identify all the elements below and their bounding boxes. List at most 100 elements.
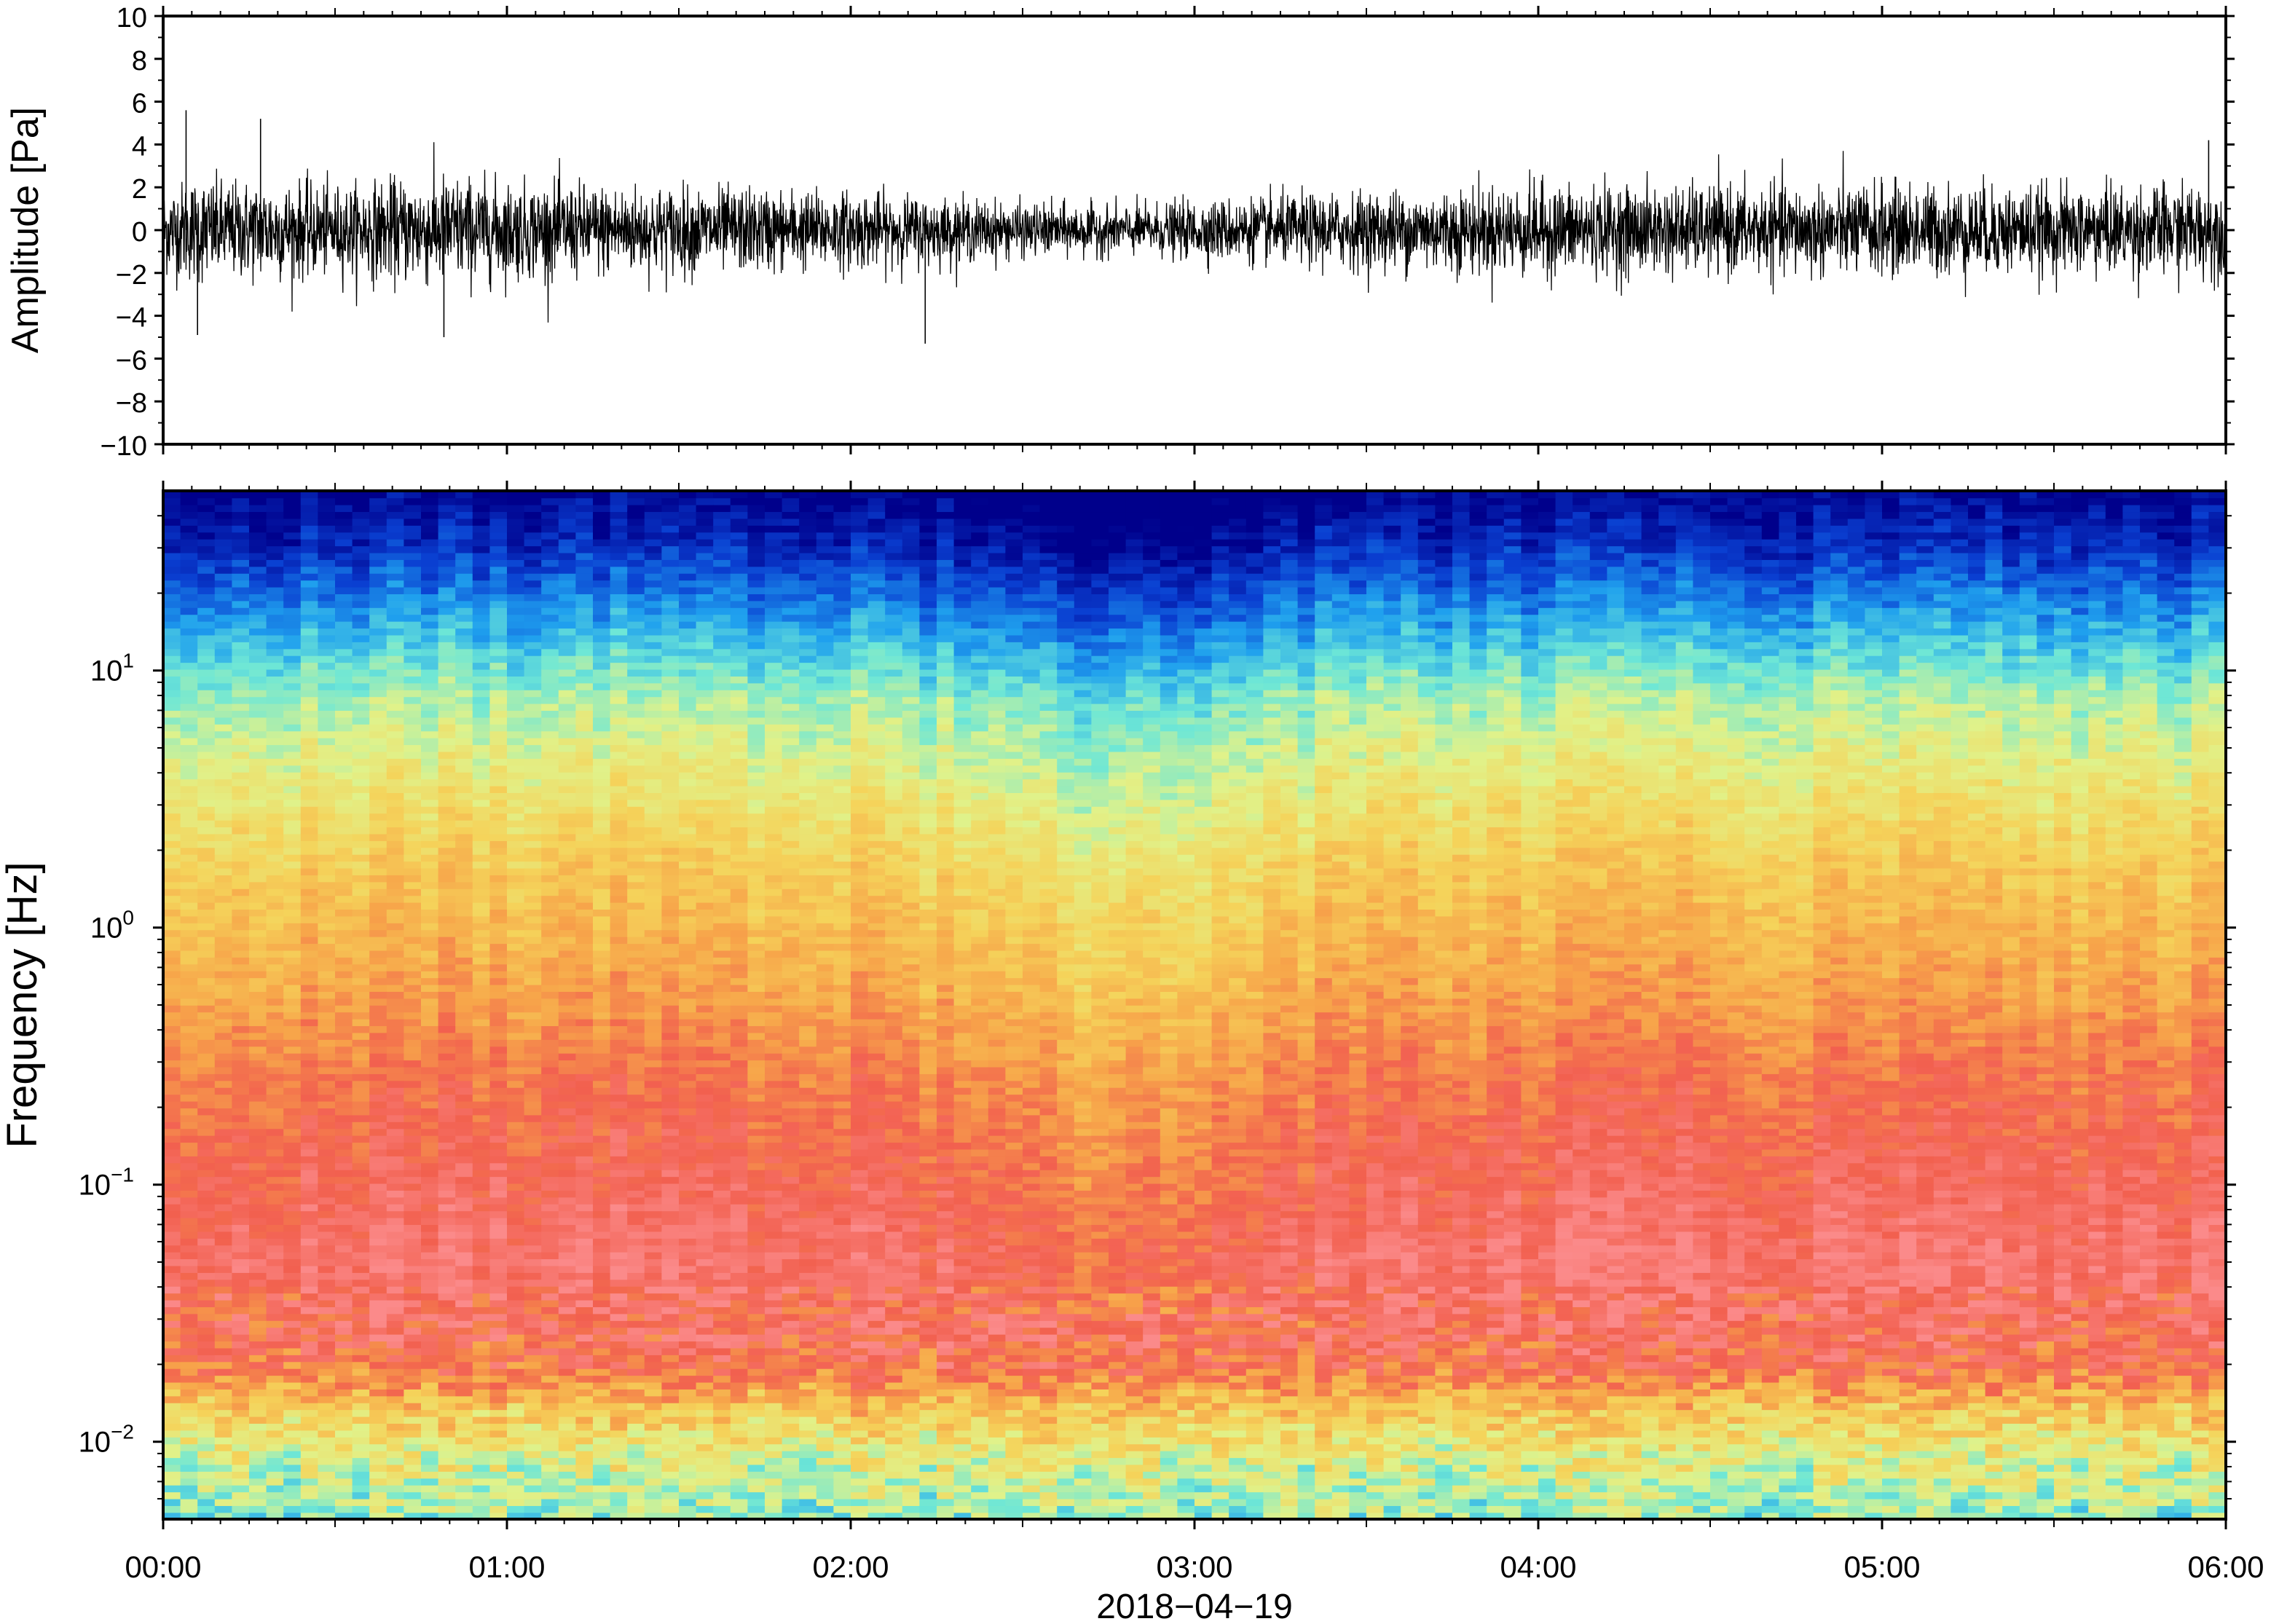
spectrogram-cell bbox=[214, 1135, 233, 1143]
spectrogram-cell bbox=[644, 1347, 663, 1355]
spectrogram-cell bbox=[180, 1100, 198, 1108]
spectrogram-cell bbox=[249, 833, 267, 841]
spectrogram-cell bbox=[610, 819, 628, 828]
spectrogram-cell bbox=[541, 751, 559, 759]
spectrogram-cell bbox=[163, 1039, 181, 1047]
spectrogram-cell bbox=[404, 881, 422, 889]
spectrogram-cell bbox=[318, 936, 336, 945]
spectrogram-cell bbox=[575, 792, 594, 800]
spectrogram-cell bbox=[249, 970, 267, 979]
spectrogram-cell bbox=[163, 566, 181, 574]
spectrogram-cell bbox=[300, 847, 319, 855]
spectrogram-cell bbox=[163, 875, 181, 883]
spectrogram-cell bbox=[644, 1128, 663, 1136]
spectrogram-cell bbox=[679, 620, 697, 629]
spectrogram-cell bbox=[558, 614, 577, 622]
spectrogram-cell bbox=[335, 854, 353, 862]
spectrogram-cell bbox=[386, 1491, 405, 1499]
spectrogram-cell bbox=[180, 1471, 198, 1479]
spectrogram-cell bbox=[489, 1046, 508, 1054]
spectrogram-cell bbox=[386, 620, 405, 629]
spectrogram-cell bbox=[283, 1457, 302, 1465]
spectrogram-cell bbox=[266, 1100, 284, 1108]
spectrogram-cell bbox=[163, 559, 181, 567]
spectrogram-cell bbox=[472, 532, 491, 540]
spectrogram-cell bbox=[679, 1094, 697, 1102]
spectrogram-cell bbox=[163, 1320, 181, 1328]
spectrogram-cell bbox=[266, 785, 284, 793]
spectrogram-cell bbox=[335, 1293, 353, 1301]
spectrogram-cell bbox=[369, 525, 387, 533]
spectrogram-cell bbox=[386, 710, 405, 718]
spectrogram-cell bbox=[644, 1122, 663, 1130]
spectrogram-cell bbox=[627, 1148, 645, 1156]
spectrogram-cell bbox=[593, 717, 611, 725]
spectrogram-cell bbox=[421, 998, 439, 1006]
spectrogram-cell bbox=[404, 1347, 422, 1355]
spectrogram-cell bbox=[283, 929, 302, 937]
spectrogram-cell bbox=[438, 1128, 456, 1136]
spectrogram-cell bbox=[180, 703, 198, 712]
spectrogram-cell bbox=[455, 765, 473, 773]
spectrogram-cell bbox=[318, 525, 336, 533]
spectrogram-cell bbox=[232, 1080, 250, 1088]
spectrogram-cell bbox=[593, 703, 611, 712]
spectrogram-cell bbox=[472, 1018, 491, 1027]
spectrogram-cell bbox=[283, 854, 302, 862]
spectrogram-cell bbox=[541, 1265, 559, 1273]
spectrogram-cell bbox=[421, 827, 439, 835]
spectrogram-cell bbox=[661, 1320, 680, 1328]
waveform-ytick-label: 8 bbox=[132, 46, 147, 76]
spectrogram-cell bbox=[249, 1087, 267, 1095]
spectrogram-cell bbox=[352, 586, 370, 594]
spectrogram-cell bbox=[404, 984, 422, 992]
spectrogram-cell bbox=[627, 881, 645, 889]
spectrogram-cell bbox=[163, 1100, 181, 1108]
spectrogram-cell bbox=[524, 1258, 542, 1266]
spectrogram-cell bbox=[438, 1052, 456, 1061]
spectrogram-cell bbox=[558, 1162, 577, 1170]
spectrogram-cell bbox=[318, 744, 336, 752]
spectrogram-cell bbox=[404, 1306, 422, 1314]
spectrogram-cell bbox=[163, 813, 181, 821]
spectrogram-cell bbox=[386, 875, 405, 883]
spectrogram-cell bbox=[696, 676, 714, 684]
spectrogram-cell bbox=[163, 1437, 181, 1445]
spectrogram-cell bbox=[541, 1423, 559, 1431]
spectrogram-cell bbox=[610, 1183, 628, 1191]
spectrogram-cell bbox=[507, 1450, 525, 1459]
spectrogram-cell bbox=[507, 1512, 525, 1519]
spectrogram-cell bbox=[249, 1361, 267, 1369]
spectrogram-cell bbox=[507, 682, 525, 690]
spectrogram-cell bbox=[541, 1389, 559, 1397]
spectrogram-cell bbox=[404, 1299, 422, 1307]
spectrogram-cell bbox=[438, 1471, 456, 1479]
spectrogram-cell bbox=[472, 1224, 491, 1232]
spectrogram-cell bbox=[352, 771, 370, 780]
spectrogram-cell bbox=[489, 559, 508, 567]
spectrogram-cell bbox=[197, 1224, 216, 1232]
spectrogram-cell bbox=[661, 511, 680, 519]
spectrogram-cell bbox=[610, 1306, 628, 1314]
spectrogram-cell bbox=[455, 730, 473, 738]
spectrogram-cell bbox=[610, 929, 628, 937]
spectrogram-cell bbox=[386, 977, 405, 985]
spectrogram-cell bbox=[386, 572, 405, 581]
spectrogram-cell bbox=[266, 1368, 284, 1376]
spectrogram-cell bbox=[404, 1402, 422, 1411]
spectrogram-cell bbox=[249, 1156, 267, 1164]
spectrogram-cell bbox=[627, 1018, 645, 1027]
spectrogram-cell bbox=[318, 696, 336, 704]
spectrogram-cell bbox=[644, 977, 663, 985]
spectrogram-cell bbox=[283, 1450, 302, 1459]
spectrogram-cell bbox=[180, 1025, 198, 1033]
spectrogram-cell bbox=[335, 1012, 353, 1020]
spectrogram-cell bbox=[627, 1381, 645, 1390]
spectrogram-cell bbox=[352, 1347, 370, 1355]
spectrogram-cell bbox=[197, 806, 216, 814]
spectrogram-cell bbox=[696, 1279, 714, 1287]
spectrogram-cell bbox=[335, 963, 353, 971]
spectrogram-cell bbox=[644, 833, 663, 841]
spectrogram-cell bbox=[593, 525, 611, 533]
spectrogram-cell bbox=[524, 586, 542, 594]
